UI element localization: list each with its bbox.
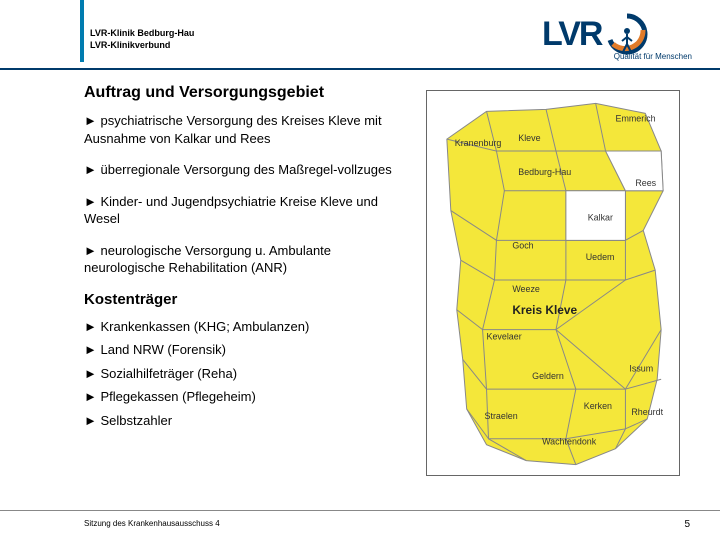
map-label: Kalkar: [588, 212, 613, 222]
map-label: Uedem: [586, 252, 615, 262]
map-label: Weeze: [512, 284, 540, 294]
bullet-item: ► Krankenkassen (KHG; Ambulanzen): [84, 318, 414, 336]
map-label: Issum: [629, 363, 653, 373]
map-label: Kranenburg: [455, 138, 502, 148]
bullet-item: ► überregionale Versorgung des Maßregel-…: [84, 161, 414, 179]
footer-text: Sitzung des Krankenhausausschuss 4: [84, 519, 220, 528]
bullet-item: ► Kinder- und Jugendpsychiatrie Kreise K…: [84, 193, 414, 228]
content-area: Auftrag und Versorgungsgebiet ► psychiat…: [84, 84, 414, 436]
bullet-item: ► psychiatrische Versorgung des Kreises …: [84, 112, 414, 147]
map-kreis-kleve: Kreis Kleve Kranenburg Kleve Emmerich Bedbu…: [426, 90, 680, 476]
heading-kostentraeger: Kostenträger: [84, 291, 414, 308]
map-label: Goch: [512, 240, 533, 250]
page-number: 5: [684, 519, 690, 530]
accent-bar: [80, 0, 84, 62]
map-label: Rees: [635, 178, 656, 188]
map-label: Bedburg-Hau: [518, 167, 571, 177]
map-label: Kevelaer: [487, 332, 522, 342]
bullet-item: ► Land NRW (Forensik): [84, 341, 414, 359]
map-label: Wachtendonk: [542, 437, 597, 447]
slide-header: LVR-Klinik Bedburg-Hau LVR-Klinikverbund…: [0, 0, 720, 70]
map-label: Kleve: [518, 133, 540, 143]
map-label: Emmerich: [616, 113, 656, 123]
map-label: Geldern: [532, 371, 564, 381]
logo-letters: LVR: [542, 15, 601, 54]
map-label: Kerken: [584, 401, 612, 411]
map-label: Straelen: [485, 411, 518, 421]
map-label: Rheurdt: [631, 407, 663, 417]
header-text: LVR-Klinik Bedburg-Hau LVR-Klinikverbund: [90, 28, 194, 51]
header-line-1: LVR-Klinik Bedburg-Hau: [90, 28, 194, 40]
bullet-item: ► Selbstzahler: [84, 412, 414, 430]
bullet-item: ► Sozialhilfeträger (Reha): [84, 365, 414, 383]
lvr-logo: LVR Qualität für Menschen: [542, 12, 692, 62]
heading-auftrag: Auftrag und Versorgungsgebiet: [84, 84, 414, 102]
logo-icon: [605, 12, 649, 56]
bullet-item: ► Pflegekassen (Pflegeheim): [84, 388, 414, 406]
header-line-2: LVR-Klinikverbund: [90, 40, 194, 52]
bullet-item: ► neurologische Versorgung u. Ambulante …: [84, 242, 414, 277]
slide-footer: Sitzung des Krankenhausausschuss 4 5: [0, 510, 720, 540]
map-title: Kreis Kleve: [512, 303, 577, 317]
